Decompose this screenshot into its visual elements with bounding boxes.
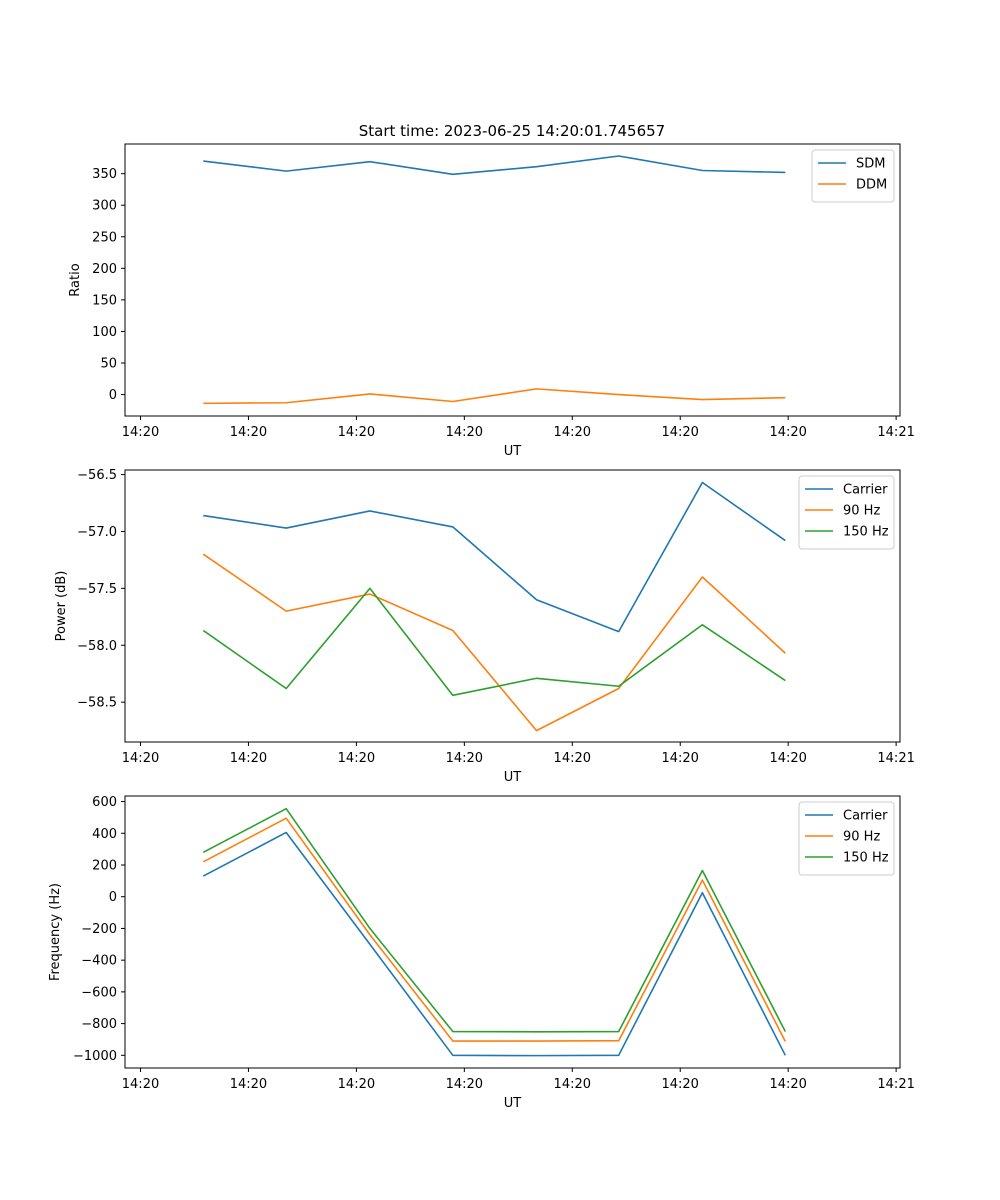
legend-label: DDM xyxy=(856,178,887,193)
y-tick-label: −58.0 xyxy=(77,639,117,654)
y-tick-label: 400 xyxy=(92,827,117,842)
x-tick-label: 14:20 xyxy=(661,1077,698,1092)
y-tick-label: −57.5 xyxy=(77,582,117,597)
x-tick-label: 14:20 xyxy=(230,751,267,766)
legend-label: Carrier xyxy=(843,809,888,824)
y-tick-label: −800 xyxy=(81,1017,117,1032)
x-tick-label: 14:20 xyxy=(661,751,698,766)
series-line-150-hz xyxy=(202,807,787,1033)
x-tick-label: 14:21 xyxy=(877,1077,914,1092)
legend: Carrier 90 Hz 150 Hz xyxy=(798,475,895,550)
x-tick-label: 14:20 xyxy=(769,1077,806,1092)
y-tick-label: 0 xyxy=(109,388,117,403)
x-tick-label: 14:20 xyxy=(446,1077,483,1092)
x-tick-label: 14:20 xyxy=(230,1077,267,1092)
series-line-90-hz xyxy=(202,553,786,732)
x-tick-label: 14:20 xyxy=(122,1077,159,1092)
x-tick-label: 14:20 xyxy=(338,751,375,766)
y-axis-label: Power (dB) xyxy=(54,571,69,642)
x-tick-label: 14:20 xyxy=(769,751,806,766)
subplot-2: 14:20 14:20 14:20 14:20 14:20 14:20 14:20 14:21… xyxy=(54,468,915,785)
x-tick-label: 14:20 xyxy=(338,425,375,440)
series-line-90-hz xyxy=(202,817,787,1042)
x-tick-label: 14:20 xyxy=(554,751,591,766)
series-line-150-hz xyxy=(202,587,786,697)
y-tick-label: 200 xyxy=(92,262,117,277)
axes-frame xyxy=(124,795,901,1069)
y-tick-label: −1000 xyxy=(73,1049,117,1064)
axes-frame xyxy=(124,143,901,417)
legend: SDM DDM xyxy=(811,149,895,203)
y-tick-label: 50 xyxy=(100,356,117,371)
x-tick-label: 14:21 xyxy=(877,425,914,440)
legend-label: 90 Hz xyxy=(843,504,880,519)
y-tick-label: 150 xyxy=(92,293,117,308)
x-tick-label: 14:20 xyxy=(446,751,483,766)
y-tick-label: −400 xyxy=(81,954,117,969)
x-tick-label: 14:20 xyxy=(446,425,483,440)
y-tick-label: 350 xyxy=(92,167,117,182)
y-tick-label: −56.5 xyxy=(77,468,117,483)
y-tick-label: 200 xyxy=(92,858,117,873)
x-tick-label: 14:20 xyxy=(122,425,159,440)
x-tick-label: 14:20 xyxy=(554,425,591,440)
series-line-sdm xyxy=(203,155,786,176)
subplot-1: 14:20 14:20 14:20 14:20 14:20 14:20 14:20 14:21… xyxy=(68,143,915,459)
legend-label: 150 Hz xyxy=(843,851,889,866)
figure-title: Start time: 2023-06-25 14:20:01.745657 xyxy=(359,122,665,140)
x-tick-label: 14:21 xyxy=(877,751,914,766)
y-tick-label: −200 xyxy=(81,922,117,937)
x-axis-label: UT xyxy=(504,1096,522,1111)
y-axis-label: Frequency (Hz) xyxy=(48,883,63,981)
legend-label: Carrier xyxy=(843,483,888,498)
y-tick-label: −57.0 xyxy=(77,525,117,540)
x-axis-label: UT xyxy=(504,770,522,785)
y-tick-label: −600 xyxy=(81,985,117,1000)
x-tick-label: 14:20 xyxy=(661,425,698,440)
y-tick-label: 100 xyxy=(92,325,117,340)
x-tick-label: 14:20 xyxy=(554,1077,591,1092)
legend-label: 150 Hz xyxy=(843,525,889,540)
y-tick-label: 300 xyxy=(92,199,117,214)
x-tick-label: 14:20 xyxy=(769,425,806,440)
subplot-3: 14:20 14:20 14:20 14:20 14:20 14:20 14:20 14:21… xyxy=(48,795,915,1111)
y-tick-label: 250 xyxy=(92,230,117,245)
legend-label: SDM xyxy=(856,157,885,172)
y-tick-label: 0 xyxy=(109,890,117,905)
x-tick-label: 14:20 xyxy=(122,751,159,766)
axes-frame xyxy=(124,469,901,743)
series-line-ddm xyxy=(203,388,786,405)
legend: Carrier 90 Hz 150 Hz xyxy=(798,801,895,876)
y-tick-label: 600 xyxy=(92,795,117,810)
series-line-carrier xyxy=(202,831,787,1057)
y-axis-label: Ratio xyxy=(68,263,83,296)
legend-label: 90 Hz xyxy=(843,830,880,845)
x-tick-label: 14:20 xyxy=(230,425,267,440)
x-axis-label: UT xyxy=(504,444,522,459)
subplots: 14:20 14:20 14:20 14:20 14:20 14:20 14:20 14:21… xyxy=(48,143,915,1111)
y-tick-label: −58.5 xyxy=(77,696,117,711)
series-line-carrier xyxy=(203,481,786,633)
x-tick-label: 14:20 xyxy=(338,1077,375,1092)
